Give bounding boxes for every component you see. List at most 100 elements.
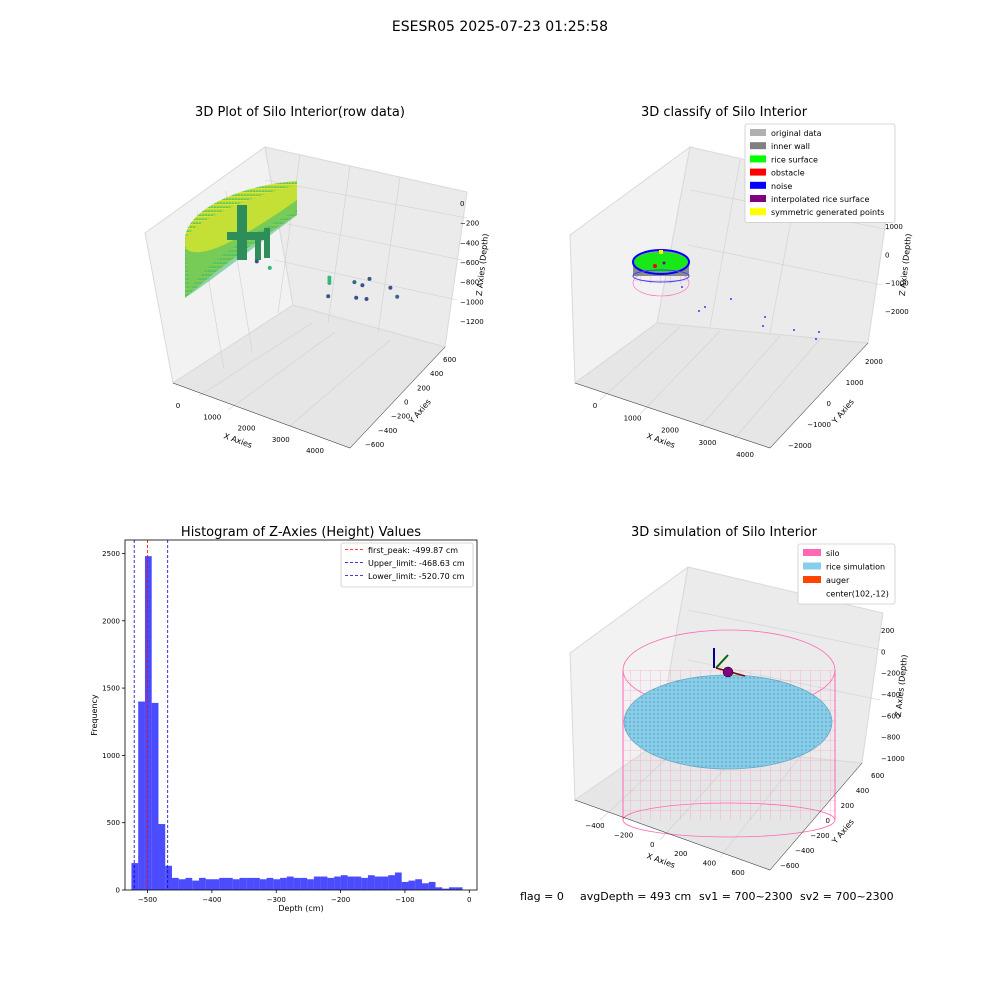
sim-x-tick: 400 [703, 860, 716, 868]
histogram-bar [199, 877, 206, 890]
status-sv2: sv2 = 700~2300 [800, 890, 894, 903]
histogram-x-axis-label: Depth (cm) [278, 904, 323, 913]
histogram-bar [374, 876, 382, 890]
raw-y-axis-label: Y Axies [407, 397, 433, 426]
figure-title: ESESR05 2025-07-23 01:25:58 [392, 19, 608, 35]
histogram-x-tick-label: −100 [395, 896, 414, 904]
histogram-y-tick-label: 0 [116, 887, 120, 895]
histogram-bar [171, 877, 179, 890]
legend-swatch [750, 181, 766, 189]
histogram-bar [367, 875, 375, 890]
raw-y-axis-line [349, 346, 446, 449]
classify-x-tick: 0 [593, 402, 597, 410]
panel-histogram: Histogram of Z-Axies (Height) Values −50… [90, 525, 478, 913]
classify-x-tick: 4000 [736, 451, 754, 459]
sim-y-tick: 0 [826, 817, 830, 825]
sim-y-tick: −600 [780, 862, 799, 870]
histogram-bar [313, 876, 321, 890]
sim-z-tick: −800 [881, 734, 900, 742]
raw-y-tick: −200 [391, 413, 410, 421]
raw-outlier-point [267, 265, 272, 270]
histogram-bar [361, 877, 368, 890]
legend-frame [744, 123, 896, 223]
raw-outlier-point [367, 276, 372, 281]
histogram-bar [253, 877, 260, 890]
histogram-bar [347, 876, 355, 890]
sim-z-tick: −400 [881, 691, 900, 699]
classify-z-tick-labels: −2000 −1000 0 1000 [885, 223, 909, 316]
legend-swatch [750, 168, 766, 176]
status-avg-depth: avgDepth = 493 cm [580, 890, 691, 903]
histogram-bar [259, 879, 267, 890]
histogram-bar [286, 876, 294, 890]
histogram-bar [442, 888, 450, 890]
raw-y-tick: 200 [417, 384, 430, 392]
classify-x-axis-line [574, 382, 771, 449]
raw-x-tick: 2000 [238, 425, 256, 433]
histogram-bar [334, 876, 341, 890]
sim-z-tick-labels: −1000 −800 −600 −400 −200 0 200 [881, 627, 905, 763]
simulation-panel-title: 3D simulation of Silo Interior [631, 525, 818, 540]
sim-y-tick: 200 [841, 802, 854, 810]
status-flag: flag = 0 [520, 890, 564, 903]
histogram-title: Histogram of Z-Axies (Height) Values [181, 525, 421, 540]
legend-label: auger [826, 576, 850, 585]
legend-label: obstacle [771, 169, 805, 178]
raw-outlier-point [388, 285, 393, 290]
histogram-bar [192, 880, 200, 890]
histogram-y-ticks: 0 500 1000 1500 2000 2500 [102, 550, 125, 895]
raw-y-tick: 400 [430, 370, 443, 378]
status-sv1: sv1 = 700~2300 [699, 890, 793, 903]
raw-outlier-point [360, 283, 365, 288]
histogram-y-tick-label: 1000 [102, 752, 120, 760]
histogram-bar [401, 881, 409, 890]
panel-classify: 3D classify of Silo Interior [569, 105, 914, 459]
classify-z-axis-label: Z Axies (Depth) [898, 233, 914, 296]
histogram-bar [185, 877, 193, 890]
classify-x-tick: 1000 [624, 414, 642, 422]
raw-x-tick: 0 [176, 402, 180, 410]
histogram-legend-label: Upper_limit: -468.63 cm [368, 559, 465, 568]
histogram-bar [320, 876, 328, 890]
histogram-x-tick-label: −300 [267, 896, 286, 904]
sim-y-axis-line [769, 762, 863, 871]
histogram-bar [266, 877, 274, 890]
histogram-bar [178, 879, 186, 890]
raw-z-tick-labels: −1200 −1000 −800 −600 −400 −200 0 [460, 200, 484, 326]
status-line: flag = 0 avgDepth = 493 cm sv1 = 700~230… [520, 890, 894, 903]
sim-z-tick: 0 [881, 648, 885, 656]
histogram-bar [408, 880, 416, 890]
legend-label: symmetric generated points [771, 208, 884, 217]
histogram-bar [455, 887, 463, 890]
histogram-bar [307, 879, 314, 890]
classify-y-tick: 0 [827, 400, 831, 408]
classify-x-tick: 3000 [699, 439, 717, 447]
histogram-bar [381, 876, 389, 890]
histogram-x-ticks: −500 −400 −300 −200 −100 0 [138, 890, 472, 904]
sim-y-tick: −200 [810, 832, 829, 840]
raw-z-tick: −400 [460, 239, 479, 247]
sim-x-axis-label: X Axies [645, 851, 676, 870]
classify-z-tick: −2000 [885, 308, 909, 316]
classify-x-tick-labels: 0 1000 2000 3000 4000 [593, 402, 754, 459]
histogram-bar [232, 879, 240, 890]
histogram-bar [428, 881, 436, 890]
histogram-legend-frame [340, 542, 474, 588]
classify-y-tick: 2000 [865, 358, 883, 366]
classify-y-tick-labels: −2000 −1000 0 1000 2000 [788, 358, 883, 450]
raw-panel-title: 3D Plot of Silo Interior(row data) [195, 105, 405, 120]
classify-y-axis-line [769, 342, 869, 449]
classify-z-tick: 1000 [885, 223, 903, 231]
sim-x-axis-line [574, 799, 771, 871]
histogram-y-tick-label: 2000 [102, 617, 120, 625]
sim-rice-surface [623, 674, 833, 770]
sim-auger-center-marker [713, 648, 746, 678]
histogram-legend-label: first_peak: -499.87 cm [368, 546, 458, 555]
histogram-bar [226, 877, 233, 890]
raw-outlier-point [254, 259, 259, 264]
sim-x-tick: −400 [585, 822, 604, 830]
histogram-bar [435, 887, 443, 890]
histogram-bar [219, 877, 227, 890]
sim-x-tick-labels: −400 −200 0 200 400 600 [585, 822, 744, 877]
